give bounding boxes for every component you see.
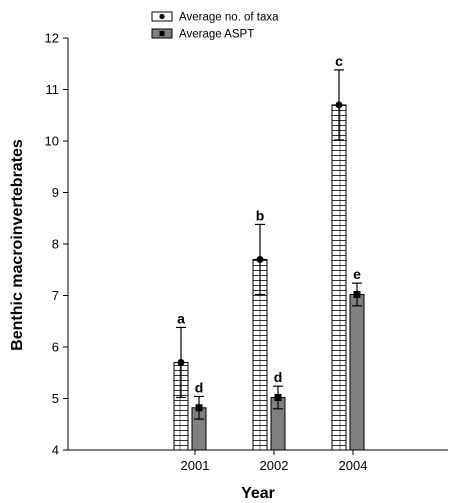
- y-tick-label: 5: [52, 391, 59, 406]
- x-axis-ticks: 2001 2002 2004: [181, 450, 368, 473]
- y-tick-label: 11: [46, 82, 60, 97]
- mean-marker: [177, 358, 185, 366]
- mean-marker: [195, 404, 203, 412]
- significance-letter: c: [335, 53, 343, 69]
- x-axis-title: Year: [241, 485, 275, 502]
- significance-letter: a: [177, 310, 185, 326]
- y-tick-label: 8: [52, 237, 59, 252]
- bars: [173, 104, 365, 451]
- mean-marker: [335, 101, 343, 109]
- y-axis-title: Benthic macroinvertebrates: [9, 139, 26, 351]
- x-tick-label: 2002: [260, 458, 289, 473]
- bar-aspt: [349, 293, 365, 451]
- mean-marker: [256, 255, 264, 263]
- legend-label-aspt: Average ASPT: [179, 29, 254, 41]
- y-tick-label: 9: [52, 185, 59, 200]
- legend-marker-taxa: [159, 13, 165, 20]
- error-bars: [176, 69, 362, 420]
- mean-marker: [274, 393, 282, 401]
- bar-taxa: [331, 104, 347, 451]
- legend-label-taxa: Average no. of taxa: [179, 12, 279, 24]
- significance-letter: d: [195, 379, 204, 395]
- legend-marker-aspt: [159, 31, 165, 36]
- y-axis-ticks: 4 5 6 7 8 9 10 11 12: [45, 31, 68, 458]
- significance-letter: b: [256, 207, 265, 223]
- x-tick-label: 2004: [339, 458, 368, 473]
- significance-letters: a b c d d e: [177, 53, 361, 396]
- mean-marker: [353, 290, 361, 298]
- y-tick-label: 12: [45, 31, 59, 46]
- x-tick-label: 2001: [181, 458, 210, 473]
- significance-letter: d: [274, 369, 283, 385]
- y-tick-label: 10: [45, 134, 59, 149]
- y-tick-label: 6: [52, 340, 59, 355]
- significance-letter: e: [353, 266, 361, 282]
- y-tick-label: 7: [52, 288, 59, 303]
- legend: Average no. of taxa Average ASPT: [151, 11, 279, 41]
- y-tick-label: 4: [52, 443, 59, 458]
